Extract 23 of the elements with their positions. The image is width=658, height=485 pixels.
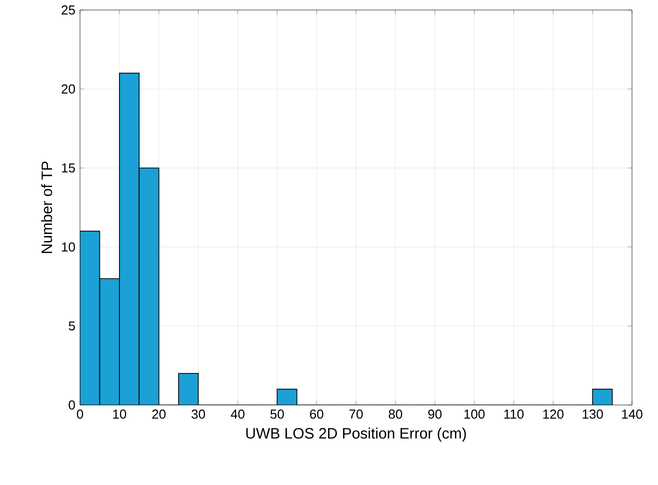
x-tick-label: 70: [349, 410, 363, 419]
x-tick-label: 10: [113, 410, 126, 419]
x-tick-label: 100: [464, 410, 485, 419]
x-tick-label: 130: [582, 410, 603, 419]
y-tick-label: 15: [62, 163, 75, 173]
x-tick-label: 40: [230, 410, 244, 419]
y-tick-label: 20: [62, 84, 75, 94]
x-tick-label: 50: [270, 410, 284, 419]
x-tick-label: 140: [622, 410, 642, 419]
x-tick-label: 110: [504, 410, 524, 419]
y-tick-label: 0: [68, 400, 75, 410]
y-axis-title: Number of TP: [41, 162, 52, 253]
x-tick-label: 60: [310, 410, 324, 419]
x-tick-label: 90: [428, 410, 442, 419]
x-axis-title: UWB LOS 2D Position Error (cm): [246, 428, 466, 442]
x-tick-label: 20: [152, 410, 166, 419]
x-tick-label: 80: [388, 410, 402, 419]
x-tick-label: 0: [76, 410, 84, 419]
x-tick-label: 30: [192, 410, 206, 419]
y-tick-label: 10: [62, 242, 75, 252]
y-tick-label: 5: [68, 321, 75, 331]
y-tick-label: 25: [62, 5, 75, 15]
x-tick-label: 120: [543, 410, 564, 419]
